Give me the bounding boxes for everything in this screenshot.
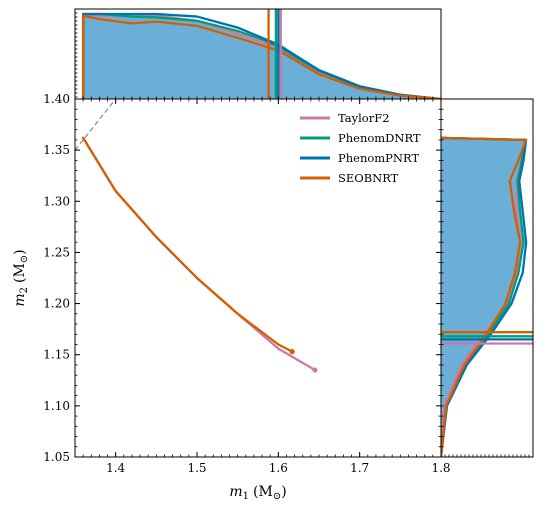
- legend: TaylorF2 PhenomDNRT PhenomPNRT SEOBNRT: [300, 111, 421, 185]
- m1-posterior-fill: [83, 14, 441, 99]
- m2-density-seobnrt: [441, 136, 528, 457]
- m2-density-phenompnrt: [441, 136, 528, 457]
- series-line-taylorf2: [81, 136, 317, 372]
- x-tick-label: 1.4: [106, 461, 125, 475]
- x-tick-label: 1.8: [431, 461, 450, 475]
- x-tick-label: 1.5: [187, 461, 206, 475]
- series-endpoint-taylorf2: [312, 367, 318, 373]
- y-tick-label: 1.40: [43, 92, 70, 106]
- m2-marginal-panel: [440, 98, 534, 458]
- series-endpoint-seobnrt: [289, 349, 295, 355]
- legend-label-phenompnrt: PhenomPNRT: [338, 151, 419, 165]
- equal-mass-line: [75, 99, 117, 151]
- legend-label-phenomdnrt: PhenomDNRT: [338, 131, 421, 145]
- y-tick-label: 1.15: [43, 348, 70, 362]
- legend-label-taylorf2: TaylorF2: [338, 111, 390, 125]
- m1-m2-joint-panel: 1.4 1.5 1.6 1.7 1.8 1.05 1.10 1.15 1.20 1.25 1.30…: [43, 92, 450, 475]
- y-axis-label: m2(M⊙): [12, 249, 30, 306]
- m1-density-seobnrt: [81, 14, 441, 99]
- y-tick-label: 1.05: [43, 450, 70, 464]
- y-tick-label: 1.35: [43, 143, 70, 157]
- x-tick-label: 1.6: [269, 461, 288, 475]
- y-tick-label: 1.25: [43, 245, 70, 259]
- y-tick-label: 1.10: [43, 399, 70, 413]
- legend-label-seobnrt: SEOBNRT: [338, 171, 399, 185]
- m1-marginal-panel: [74, 8, 442, 100]
- y-tick-label: 1.20: [43, 297, 70, 311]
- series-line-seobnrt: [81, 136, 294, 353]
- joint-panel-frame: [74, 98, 442, 458]
- x-axis-label: m1 (M⊙): [229, 484, 286, 502]
- m1-density-phenompnrt: [81, 12, 441, 99]
- x-tick-label: 1.7: [350, 461, 369, 475]
- y-tick-label: 1.30: [43, 194, 70, 208]
- m2-posterior-fill: [441, 137, 526, 457]
